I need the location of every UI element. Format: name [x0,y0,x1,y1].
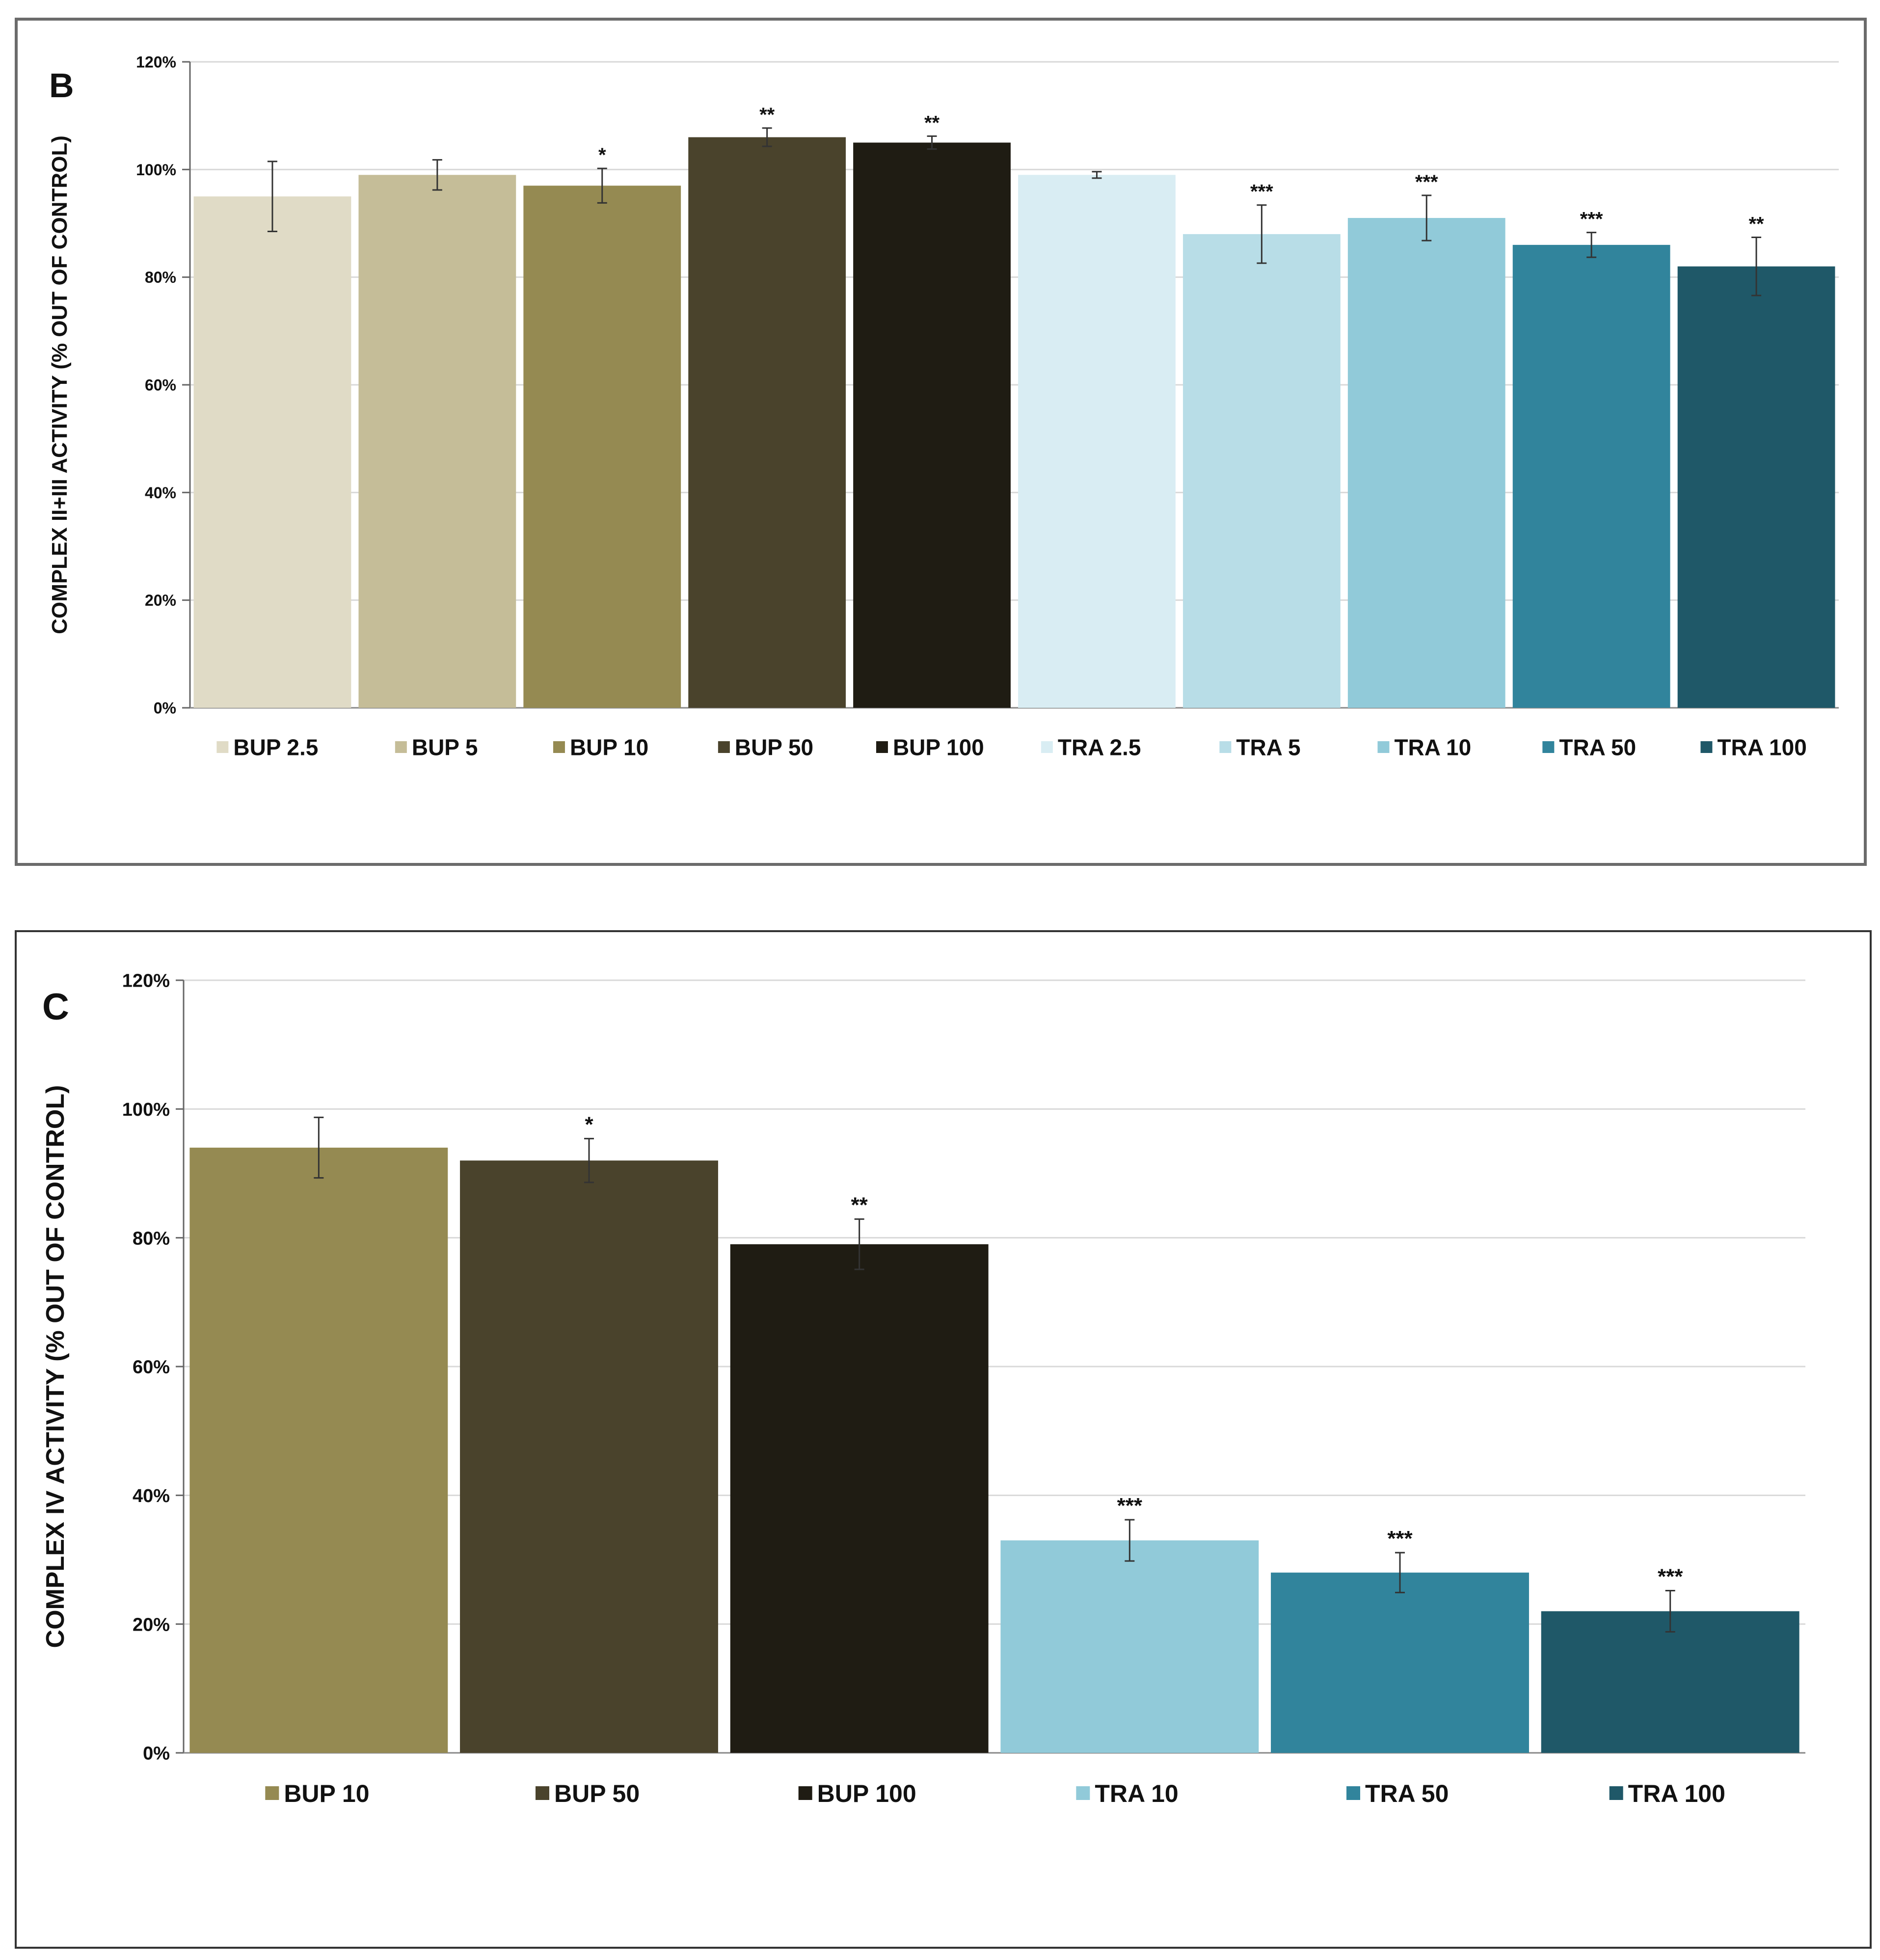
y-tick-label: 100% [136,161,176,179]
legend-swatch [553,741,565,753]
bar-tra-10 [1000,1540,1259,1753]
significance-mark: ** [1748,214,1764,235]
chart-panel-c: C COMPLEX IV ACTIVITY (% OUT OF CONTROL) 0… [15,930,1872,1949]
significance-mark: ** [851,1193,868,1217]
legend-swatch [395,741,407,753]
bar-tra-50 [1512,244,1670,708]
bar-tra-100 [1677,266,1835,708]
legend-label: TRA 5 [1236,735,1300,760]
legend-label: BUP 50 [554,1780,640,1807]
legend-label: TRA 100 [1717,735,1806,760]
legend-label: TRA 100 [1628,1780,1725,1807]
bar-bup-10 [523,186,681,708]
legend-label: BUP 100 [893,735,984,760]
legend-swatch [876,741,888,753]
legend-label: TRA 10 [1394,735,1471,760]
bar-tra-2-5 [1018,175,1176,708]
bar-bup-100 [853,142,1011,708]
legend-swatch [1076,1786,1090,1800]
significance-mark: *** [1580,209,1603,230]
legend-swatch [1346,1786,1360,1800]
y-tick-label: 60% [145,376,176,394]
significance-mark: *** [1415,171,1438,193]
complex-iv-chart: C COMPLEX IV ACTIVITY (% OUT OF CONTROL) 0… [41,971,1805,1807]
legend-swatch [1700,741,1713,753]
legend-label: BUP 10 [570,735,648,760]
legend-label: TRA 50 [1559,735,1636,760]
legend-label: BUP 50 [735,735,813,760]
panel-label: B [49,66,74,105]
significance-mark: *** [1387,1527,1413,1551]
legend-label: BUP 100 [817,1780,916,1807]
legend-swatch [1377,741,1390,753]
bar-bup-50 [688,137,846,708]
y-axis-title: COMPLEX II+III ACTIVITY (% OUT OF CONTRO… [48,135,72,634]
legend-label: TRA 50 [1365,1780,1449,1807]
significance-mark: *** [1117,1494,1143,1518]
significance-mark: *** [1250,181,1273,203]
y-tick-label: 120% [122,971,170,992]
bar-bup-50 [460,1160,718,1753]
y-tick-label: 120% [136,54,176,71]
panel-label: C [42,986,69,1028]
bar-tra-5 [1182,234,1341,708]
significance-mark: * [585,1113,593,1137]
y-tick-label: 60% [133,1357,170,1378]
y-tick-label: 40% [145,484,176,502]
legend-label: BUP 10 [284,1780,369,1807]
significance-mark: ** [759,104,775,126]
legend-swatch [1041,741,1053,753]
bar-bup-2-5 [193,196,351,708]
chart-panel-b: B COMPLEX II+III ACTIVITY (% OUT OF CONTR… [15,18,1867,866]
legend-swatch [1609,1786,1623,1800]
y-tick-label: 100% [122,1100,170,1120]
legend-label: BUP 5 [412,735,478,760]
legend-label: BUP 2.5 [233,735,318,760]
legend-swatch [718,741,730,753]
bar-tra-50 [1271,1572,1529,1753]
bar-tra-10 [1347,218,1505,708]
y-axis-title: COMPLEX IV ACTIVITY (% OUT OF CONTROL) [41,1085,70,1648]
legend-label: TRA 2.5 [1058,735,1141,760]
legend-swatch [798,1786,812,1800]
y-tick-label: 80% [133,1228,170,1249]
bar-bup-100 [730,1244,989,1753]
y-tick-label: 20% [133,1614,170,1635]
significance-mark: ** [924,112,940,134]
legend-swatch [536,1786,549,1800]
significance-mark: *** [1658,1564,1683,1588]
legend-swatch [1219,741,1232,753]
y-tick-label: 0% [154,699,176,717]
bar-bup-10 [189,1148,448,1753]
legend-swatch [265,1786,279,1800]
bar-tra-100 [1541,1611,1799,1753]
legend-swatch [216,741,229,753]
legend-swatch [1542,741,1555,753]
bar-bup-5 [358,175,516,708]
y-tick-label: 80% [145,268,176,286]
y-tick-label: 20% [145,591,176,609]
complex-ii-iii-chart: B COMPLEX II+III ACTIVITY (% OUT OF CONTR… [48,54,1839,760]
y-tick-label: 40% [133,1486,170,1506]
y-tick-label: 0% [143,1744,170,1764]
legend-label: TRA 10 [1095,1780,1178,1807]
significance-mark: * [598,144,606,166]
